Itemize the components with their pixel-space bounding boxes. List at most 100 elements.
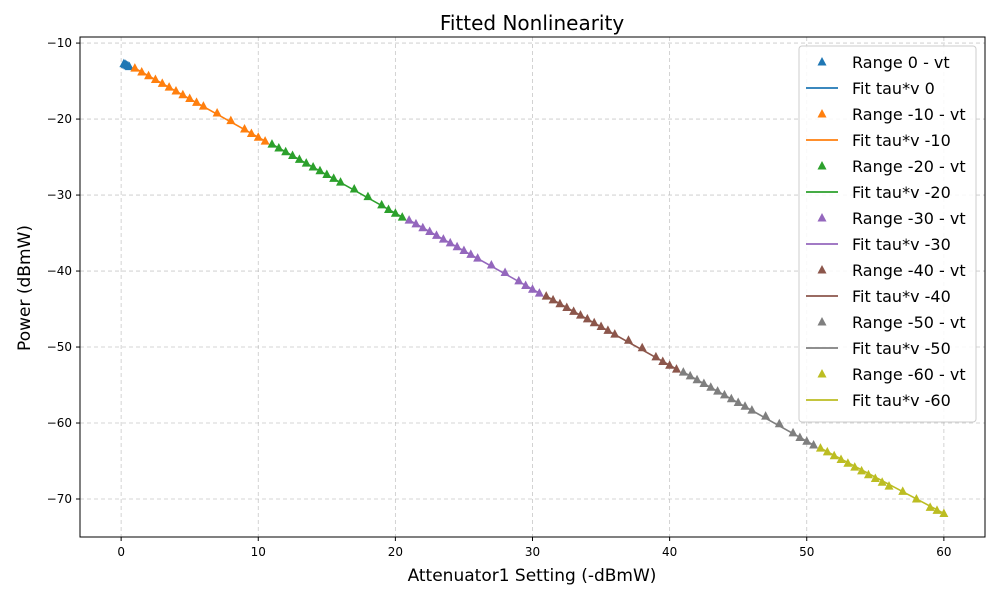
data-point-range--20 — [281, 146, 291, 156]
data-point-range--50 — [719, 389, 729, 399]
data-point-range--50 — [740, 401, 750, 410]
data-point-range--20 — [308, 161, 318, 171]
data-point-range--30 — [473, 253, 483, 262]
legend-marker — [817, 57, 827, 66]
x-tick-label: 60 — [936, 545, 951, 559]
data-point-range--40 — [623, 335, 633, 344]
data-point-range--50 — [733, 397, 743, 407]
x-axis-title: Attenuator1 Setting (-dBmW) — [408, 566, 657, 586]
data-point-range--50 — [761, 411, 771, 420]
y-tick-label: −70 — [47, 492, 72, 506]
legend-label: Fit tau*v -30 — [852, 235, 951, 254]
data-point-range--10 — [185, 93, 195, 103]
data-point-range--10 — [171, 85, 181, 95]
data-point-range--40 — [541, 291, 551, 300]
x-tick-label: 50 — [799, 545, 814, 559]
data-point-range--30 — [432, 230, 442, 239]
legend-label: Range -20 - vt — [852, 157, 966, 176]
data-point-range--40 — [665, 360, 675, 369]
data-point-range--30 — [500, 267, 510, 277]
y-tick-label: −30 — [47, 188, 72, 202]
x-tick-label: 10 — [251, 545, 266, 559]
data-point-range--50 — [713, 386, 723, 395]
data-point-range--30 — [521, 280, 531, 289]
data-point-range--10 — [130, 63, 140, 72]
data-point-range--20 — [288, 150, 298, 160]
data-point-range--10 — [144, 70, 154, 80]
data-point-range--40 — [637, 342, 647, 352]
data-point-range--50 — [706, 382, 716, 391]
data-point-range--20 — [329, 173, 339, 182]
y-axis-title: Power (dBmW) — [15, 225, 35, 351]
data-point-range--30 — [528, 284, 537, 293]
data-point-range--30 — [486, 259, 496, 269]
y-axis: −10 −20 −30 −40 −50 −60 −70 — [47, 36, 80, 506]
legend-label: Range -50 - vt — [852, 313, 966, 332]
legend-label: Range -10 - vt — [852, 105, 966, 124]
data-point-range--40 — [610, 329, 620, 338]
chart-title: Fitted Nonlinearity — [440, 11, 624, 35]
data-point-range--10 — [157, 78, 167, 87]
legend-marker — [817, 317, 827, 326]
data-point-range--30 — [445, 237, 455, 247]
data-point-range--60 — [911, 494, 921, 503]
data-point-range--30 — [425, 226, 435, 236]
data-point-range--40 — [555, 298, 565, 308]
data-point-range--20 — [397, 212, 407, 221]
data-point-range--40 — [589, 317, 599, 327]
x-tick-label: 30 — [525, 545, 540, 559]
data-point-range--60 — [884, 481, 894, 490]
data-point-range--40 — [651, 351, 661, 361]
data-point-range--20 — [384, 204, 394, 213]
legend-marker — [817, 161, 827, 170]
legend: Range 0 - vt Fit tau*v 0 Range -10 - vt Fit… — [798, 45, 977, 423]
legend-label: Fit tau*v -50 — [852, 339, 951, 358]
x-axis: 0 10 20 30 40 50 60 — [117, 537, 952, 559]
legend-label: Range 0 - vt — [852, 53, 950, 72]
data-point-range--50 — [788, 427, 798, 437]
data-point-range--40 — [569, 306, 579, 315]
data-point-range--30 — [514, 275, 524, 285]
data-point-range--50 — [678, 367, 688, 376]
data-point-range--10 — [150, 74, 160, 84]
data-point-range--40 — [603, 325, 613, 334]
data-point-range--10 — [137, 66, 147, 76]
data-point-range--20 — [349, 183, 359, 193]
data-point-range--20 — [390, 208, 400, 217]
data-point-range--20 — [322, 169, 332, 179]
legend-label: Range -30 - vt — [852, 209, 966, 228]
data-point-range--60 — [857, 465, 867, 475]
legend-marker — [817, 369, 827, 378]
data-point-range--20 — [267, 139, 277, 148]
x-tick-label: 20 — [388, 545, 403, 559]
data-point-range--60 — [898, 486, 908, 495]
data-point-range--30 — [418, 222, 428, 232]
data-point-range--10 — [240, 123, 250, 133]
data-point-range--20 — [363, 191, 373, 201]
data-point-range--30 — [404, 215, 414, 224]
data-point-range--20 — [294, 154, 304, 163]
data-point-range--40 — [658, 356, 668, 365]
data-point-range--60 — [850, 462, 860, 471]
data-point-range--60 — [815, 443, 825, 452]
data-point-range--40 — [582, 313, 592, 323]
legend-marker — [817, 213, 827, 222]
data-point-range--50 — [699, 378, 709, 388]
data-point-range--10 — [260, 136, 270, 145]
data-point-range--10 — [198, 101, 208, 110]
legend-label: Fit tau*v -10 — [852, 131, 951, 150]
data-point-range--10 — [178, 89, 188, 99]
data-point-range--50 — [692, 374, 702, 384]
legend-marker — [817, 265, 827, 274]
data-point-range--60 — [863, 469, 873, 479]
data-point-range--60 — [939, 508, 949, 517]
legend-label: Range -60 - vt — [852, 365, 966, 384]
data-point-range--60 — [822, 446, 832, 456]
data-point-range--30 — [411, 218, 421, 228]
x-tick-label: 0 — [117, 545, 125, 559]
y-tick-label: −50 — [47, 340, 72, 354]
data-point-range--20 — [274, 142, 284, 152]
data-point-range--50 — [685, 370, 695, 380]
data-point-range--50 — [809, 440, 819, 449]
data-point-range--50 — [726, 393, 736, 403]
